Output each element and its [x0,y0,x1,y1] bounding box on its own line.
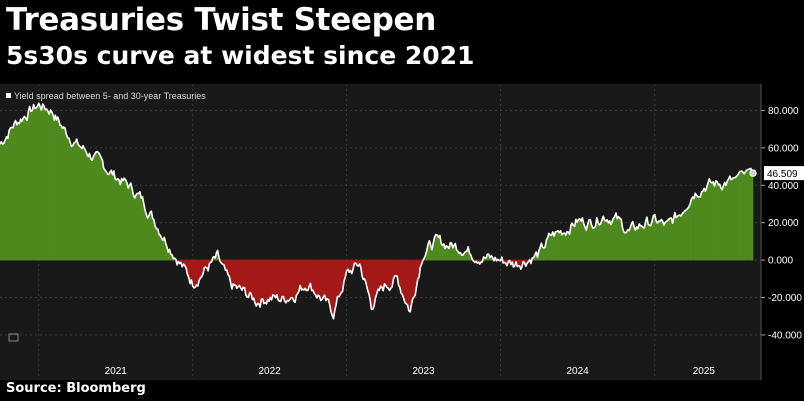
positive-area-segment [732,177,736,261]
x-tick-label: 2023 [412,366,435,377]
x-tick-label: 2021 [105,366,128,377]
legend-label: Yield spread between 5- and 30-year Trea… [14,91,206,101]
source-note: Source: Bloomberg [6,381,146,396]
zoom-control[interactable] [8,333,19,342]
chart-area: 80.000 60.000 40.000 20.000 0.000 -20.000 -40.… [0,84,804,380]
positive-area-segment [743,169,747,261]
positive-area-segment [746,168,749,261]
series-line-path [0,102,754,320]
y-tick-label: 0.000 [768,256,793,267]
zoom-box[interactable] [8,333,19,342]
y-tick-label: -40.000 [768,330,802,341]
series-line [0,102,757,320]
y-tick-label: 40.000 [768,181,799,192]
last-value-marker [749,169,757,177]
positive-area-segment [750,168,754,261]
yield-spread-chart: 80.000 60.000 40.000 20.000 0.000 -20.000 -40.… [0,84,804,380]
y-tick-label: 60.000 [768,143,799,154]
y-tick-label: 80.000 [768,106,799,117]
positive-area-segment [748,168,752,261]
last-value-badge [764,166,804,181]
chart-title: Treasuries Twist Steepen [6,2,437,38]
positive-area-segment [737,170,741,261]
y-tick-label: 20.000 [768,218,799,229]
positive-area-segment [735,174,738,261]
x-tick-label: 2024 [566,366,589,377]
legend: Yield spread between 5- and 30-year Trea… [6,91,206,101]
positive-area-segment [730,177,734,261]
positive-area-segment [739,170,743,261]
y-tick-label: -20.000 [768,293,802,304]
positive-area-segment [741,170,745,261]
chart-subtitle: 5s30s curve at widest since 2021 [6,41,475,70]
axes: 80.000 60.000 40.000 20.000 0.000 -20.000 -40.… [105,84,804,380]
x-tick-label: 2025 [693,366,716,377]
last-value-label: 46.509 [767,169,798,180]
legend-swatch [6,93,11,98]
x-tick-label: 2022 [258,366,281,377]
axis-background [761,84,804,380]
